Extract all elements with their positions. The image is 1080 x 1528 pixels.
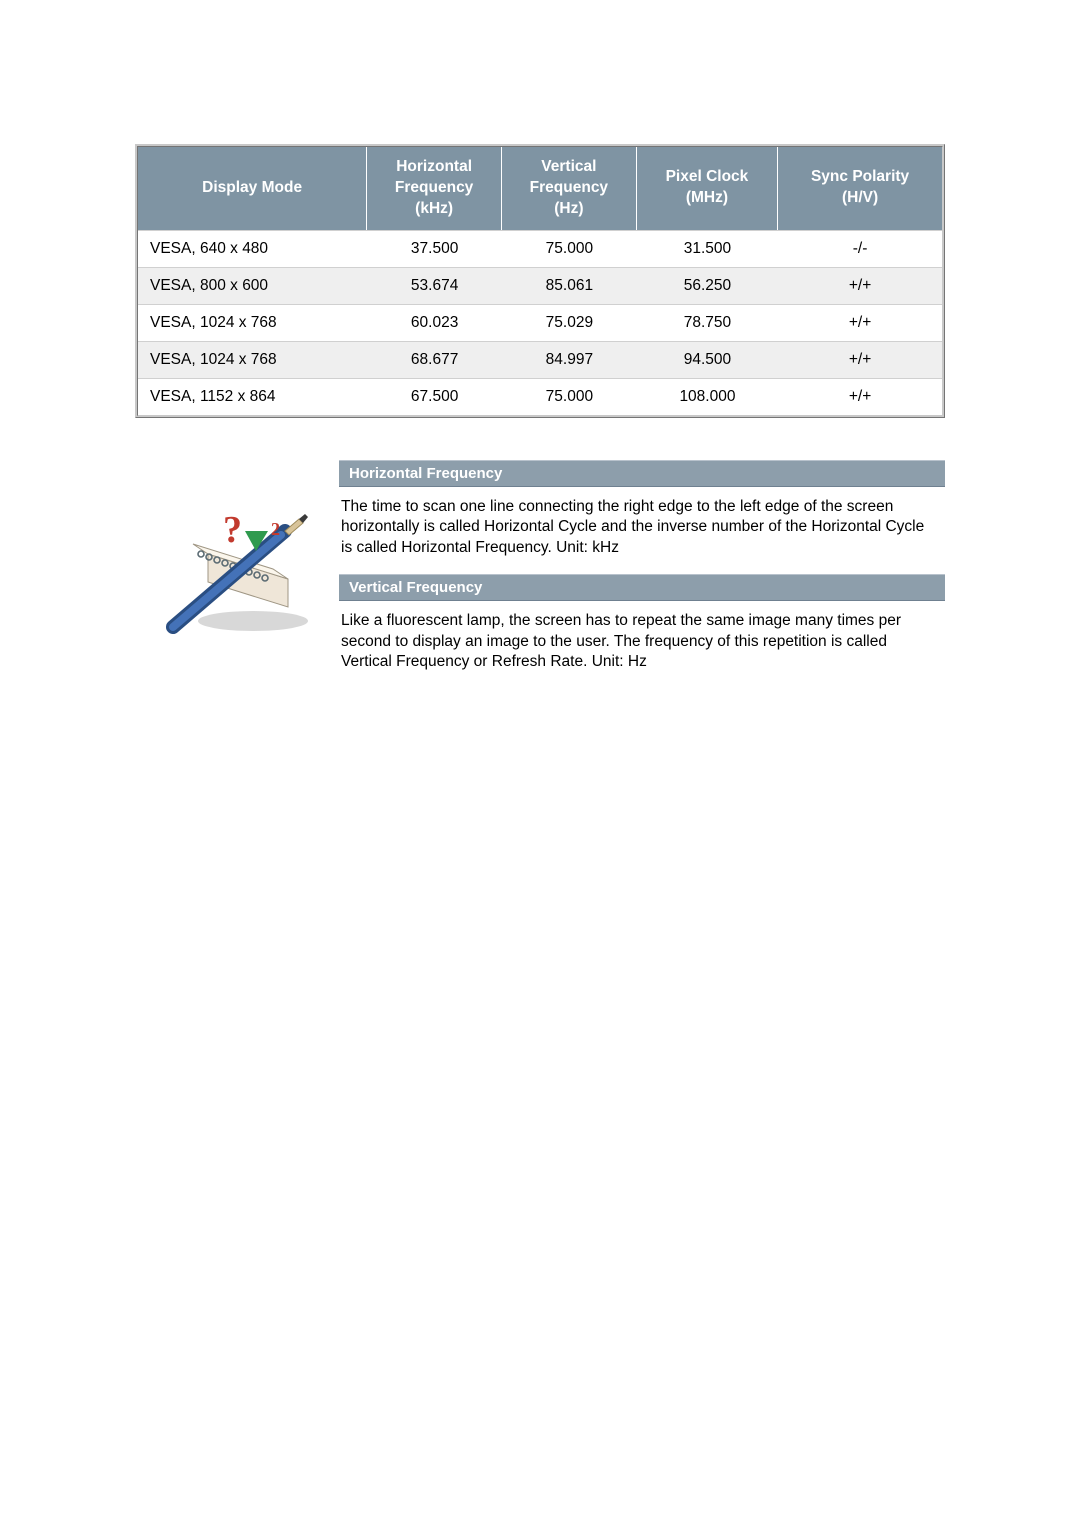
cell-vf: 75.000 xyxy=(502,230,637,267)
cell-sp: +/+ xyxy=(778,378,942,415)
header-label: (Hz) xyxy=(554,200,583,217)
definitions-section: ? 2 Horizontal Frequency The time to sca… xyxy=(135,460,945,689)
cell-mode: VESA, 1152 x 864 xyxy=(138,378,367,415)
cell-vf: 84.997 xyxy=(502,341,637,378)
cell-pc: 78.750 xyxy=(637,304,778,341)
cell-mode: VESA, 1024 x 768 xyxy=(138,341,367,378)
table-row: VESA, 1024 x 768 68.677 84.997 94.500 +/… xyxy=(138,341,942,378)
svg-text:?: ? xyxy=(223,509,242,551)
col-sync-polarity: Sync Polarity (H/V) xyxy=(778,147,942,230)
table-row: VESA, 1024 x 768 60.023 75.029 78.750 +/… xyxy=(138,304,942,341)
cell-sp: +/+ xyxy=(778,267,942,304)
cell-hf: 53.674 xyxy=(367,267,502,304)
cell-mode: VESA, 640 x 480 xyxy=(138,230,367,267)
header-label: Frequency xyxy=(395,179,473,196)
vertical-frequency-heading: Vertical Frequency xyxy=(339,574,945,601)
cell-pc: 31.500 xyxy=(637,230,778,267)
header-label: Pixel Clock xyxy=(666,168,749,185)
cell-hf: 68.677 xyxy=(367,341,502,378)
table-row: VESA, 800 x 600 53.674 85.061 56.250 +/+ xyxy=(138,267,942,304)
cell-sp: +/+ xyxy=(778,304,942,341)
col-display-mode: Display Mode xyxy=(138,147,367,230)
header-label: (kHz) xyxy=(415,200,453,217)
header-label: Display Mode xyxy=(202,179,302,196)
cell-pc: 56.250 xyxy=(637,267,778,304)
svg-text:2: 2 xyxy=(271,519,280,539)
cell-vf: 85.061 xyxy=(502,267,637,304)
vertical-frequency-text: Like a fluorescent lamp, the screen has … xyxy=(339,601,939,688)
col-pixel-clock: Pixel Clock (MHz) xyxy=(637,147,778,230)
cell-hf: 37.500 xyxy=(367,230,502,267)
cell-sp: +/+ xyxy=(778,341,942,378)
table-row: VESA, 640 x 480 37.500 75.000 31.500 -/- xyxy=(138,230,942,267)
horizontal-frequency-text: The time to scan one line connecting the… xyxy=(339,487,939,574)
cell-hf: 67.500 xyxy=(367,378,502,415)
notebook-pen-icon: ? 2 xyxy=(135,509,335,639)
timing-modes-table: Display Mode Horizontal Frequency (kHz) … xyxy=(135,144,945,418)
header-label: Frequency xyxy=(530,179,608,196)
col-horizontal-frequency: Horizontal Frequency (kHz) xyxy=(367,147,502,230)
cell-sp: -/- xyxy=(778,230,942,267)
cell-mode: VESA, 800 x 600 xyxy=(138,267,367,304)
horizontal-frequency-heading: Horizontal Frequency xyxy=(339,460,945,487)
header-label: Sync Polarity xyxy=(811,168,909,185)
cell-pc: 94.500 xyxy=(637,341,778,378)
cell-hf: 60.023 xyxy=(367,304,502,341)
cell-vf: 75.000 xyxy=(502,378,637,415)
header-label: (MHz) xyxy=(686,189,728,206)
header-label: Horizontal xyxy=(396,158,472,175)
col-vertical-frequency: Vertical Frequency (Hz) xyxy=(502,147,637,230)
header-label: (H/V) xyxy=(842,189,878,206)
header-label: Vertical xyxy=(541,158,596,175)
cell-pc: 108.000 xyxy=(637,378,778,415)
table-row: VESA, 1152 x 864 67.500 75.000 108.000 +… xyxy=(138,378,942,415)
cell-vf: 75.029 xyxy=(502,304,637,341)
cell-mode: VESA, 1024 x 768 xyxy=(138,304,367,341)
